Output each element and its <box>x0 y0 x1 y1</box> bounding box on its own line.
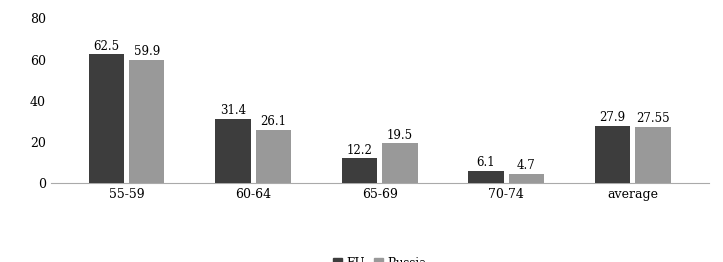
Text: 59.9: 59.9 <box>134 45 160 58</box>
Text: 19.5: 19.5 <box>387 129 413 141</box>
Bar <box>595 126 630 183</box>
Text: 4.7: 4.7 <box>517 159 536 172</box>
Text: 27.9: 27.9 <box>599 111 625 124</box>
Bar <box>342 158 377 183</box>
Text: 6.1: 6.1 <box>476 156 495 169</box>
Bar <box>256 129 291 183</box>
Text: 27.55: 27.55 <box>636 112 669 125</box>
Bar <box>509 174 544 183</box>
Bar <box>129 60 165 183</box>
Bar <box>636 127 671 183</box>
Bar <box>88 54 124 183</box>
Text: 12.2: 12.2 <box>346 144 372 157</box>
Bar <box>469 171 503 183</box>
Text: 26.1: 26.1 <box>260 115 286 128</box>
Text: 62.5: 62.5 <box>93 40 119 53</box>
Bar <box>215 119 251 183</box>
Bar <box>382 143 418 183</box>
Legend: EU, Russia: EU, Russia <box>328 252 431 262</box>
Text: 31.4: 31.4 <box>220 104 246 117</box>
